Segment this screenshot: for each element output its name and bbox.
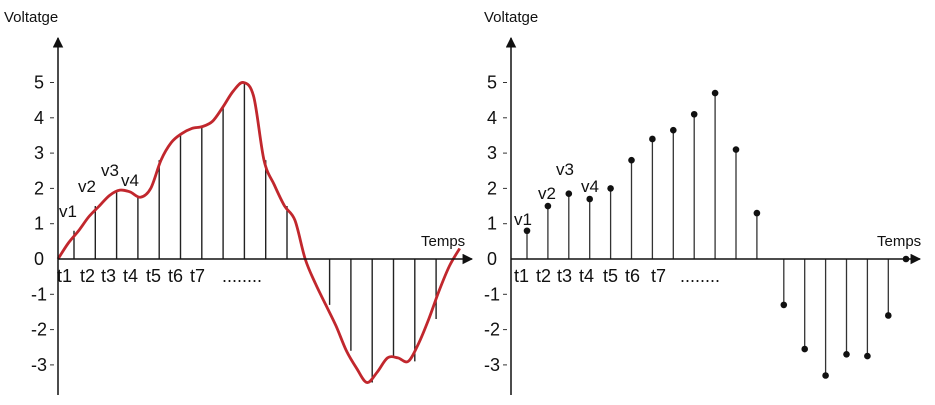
y-tick-label: -2 [31, 320, 47, 340]
y-tick-label: 0 [487, 249, 497, 269]
y-tick-label: 0 [34, 249, 44, 269]
value-label: v4 [121, 171, 139, 190]
sample-point [864, 352, 871, 360]
sample-point [885, 312, 892, 319]
sample-point [822, 372, 829, 379]
sample-point [649, 135, 656, 143]
time-label: t2 [536, 266, 551, 286]
sample-point [732, 146, 740, 153]
y-tick-label: -1 [484, 284, 500, 304]
y-tick-label: 1 [34, 214, 44, 234]
continuous-signal-chart: Voltatge Temps 5 4 3 2 1 0 -1 -2 -3 t1 t2 t3 t4 t5 t6… [4, 9, 474, 395]
value-label: v1 [59, 202, 77, 221]
time-label: t4 [579, 266, 594, 286]
x-axis-title: Temps [421, 233, 465, 250]
y-tick-label: -3 [484, 355, 500, 375]
sampled-signal-chart: Voltatge Temps 5 4 3 2 1 0 -1 -2 -3 t1 t2 t3 t4 t5 t6… [484, 9, 921, 395]
sample-point [628, 156, 635, 164]
y-tick-label: 4 [34, 108, 44, 128]
y-tick-labels: 5 4 3 2 1 0 -1 -2 -3 [484, 73, 507, 375]
value-label: v2 [78, 177, 96, 196]
time-label: t3 [101, 266, 116, 286]
sample-stems [73, 82, 437, 383]
signal-curve [56, 81, 461, 384]
time-label: t2 [80, 266, 95, 286]
value-label: v4 [581, 177, 599, 196]
value-label: v1 [514, 210, 532, 229]
sample-point [690, 110, 698, 118]
axes [52, 36, 474, 395]
sample-point [523, 227, 531, 235]
sample-point [843, 351, 850, 358]
time-label: t4 [123, 266, 138, 286]
sample-point [801, 345, 808, 353]
y-tick-label: 2 [34, 178, 44, 198]
y-tick-label: 2 [487, 178, 497, 198]
y-tick-labels: 5 4 3 2 1 0 -1 -2 -3 [31, 73, 54, 375]
time-label: t7 [651, 266, 666, 286]
time-label: ........ [680, 266, 720, 286]
time-label: t6 [168, 266, 183, 286]
sample-point [607, 185, 614, 192]
y-tick-label: -3 [31, 355, 47, 375]
value-label: v3 [101, 161, 119, 180]
y-tick-label: 5 [487, 73, 497, 93]
signal-curve-group [56, 81, 461, 384]
y-tick-label: 3 [34, 143, 44, 163]
time-label: ........ [222, 266, 262, 286]
time-label: t1 [57, 266, 72, 286]
y-tick-label: -2 [484, 320, 500, 340]
sample-point [565, 190, 573, 197]
time-label: t7 [190, 266, 205, 286]
time-label: t3 [557, 266, 572, 286]
sample-stems [526, 93, 889, 376]
time-label: t1 [514, 266, 529, 286]
time-labels: t1 t2 t3 t4 t5 t6 t7........ [514, 266, 720, 286]
time-label: t5 [146, 266, 161, 286]
y-tick-label: 1 [487, 214, 497, 234]
time-label: t5 [603, 266, 618, 286]
sample-point [544, 202, 552, 210]
sample-point [586, 195, 593, 203]
time-labels: t1 t2 t3 t4 t5 t6 t7........ [57, 266, 262, 286]
value-label: v2 [538, 184, 556, 203]
sample-point [753, 209, 761, 217]
y-axis-title: Voltatge [4, 9, 58, 26]
y-tick-label: 4 [487, 108, 497, 128]
x-axis-title: Temps [877, 233, 921, 250]
y-tick-label: 5 [34, 73, 44, 93]
sample-point [780, 301, 788, 309]
time-label: t6 [625, 266, 640, 286]
sample-point [711, 89, 719, 97]
y-tick-label: -1 [31, 284, 47, 304]
axes [505, 36, 922, 395]
y-axis-title: Voltatge [484, 9, 538, 26]
value-label: v3 [556, 160, 574, 179]
sample-points [523, 89, 910, 379]
y-tick-label: 3 [487, 143, 497, 163]
sample-point [670, 126, 677, 134]
